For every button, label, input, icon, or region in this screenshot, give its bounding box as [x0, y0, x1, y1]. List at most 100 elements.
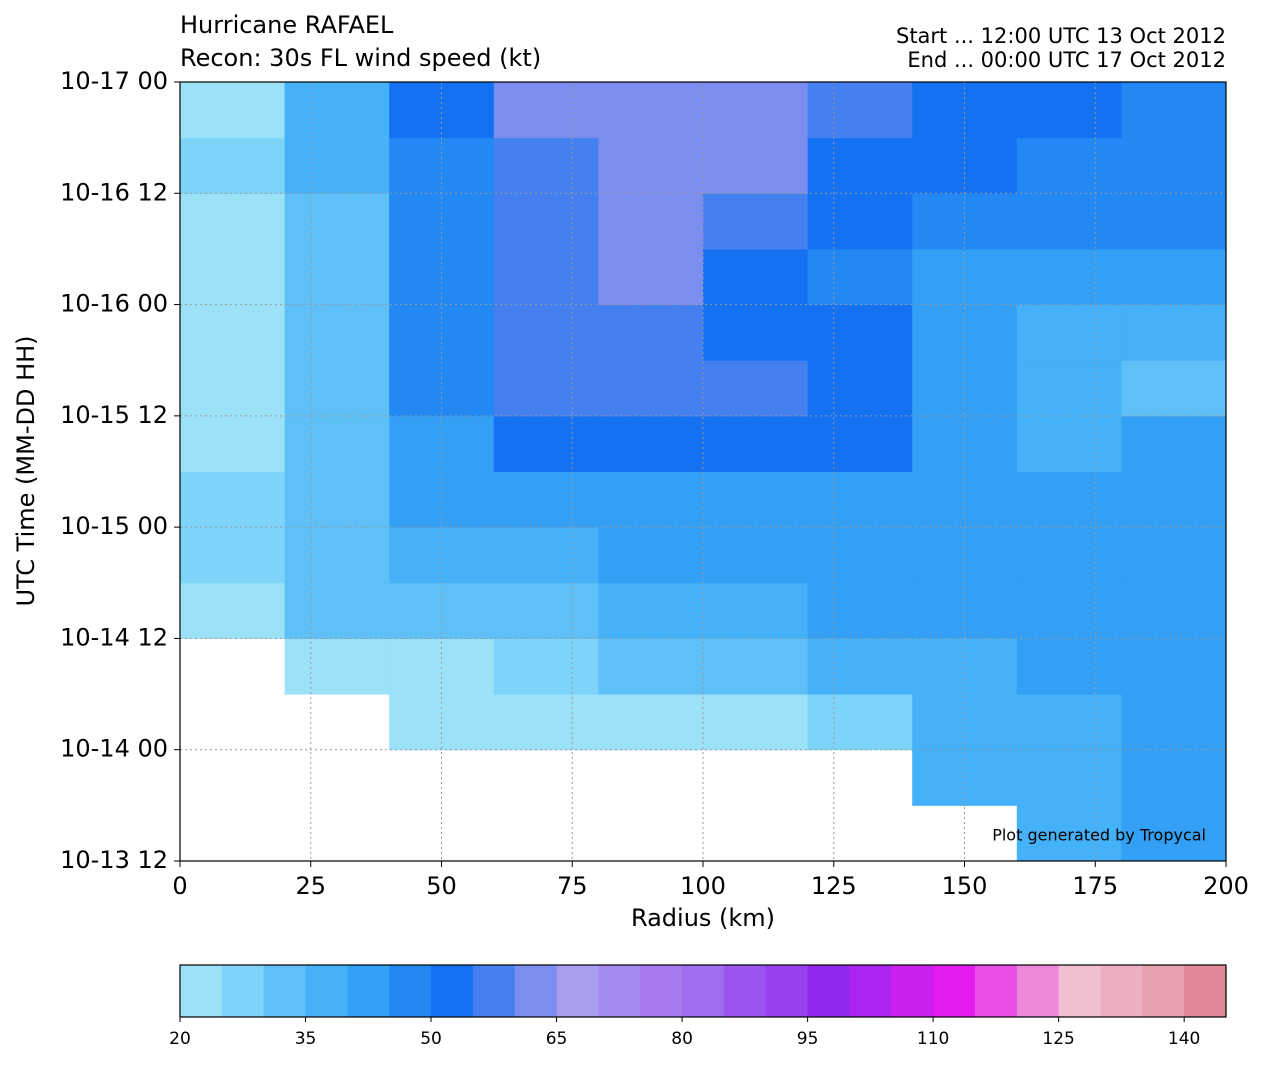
- contour-cell: [598, 304, 704, 361]
- contour-cell: [389, 82, 495, 139]
- contour-cell: [1016, 415, 1122, 472]
- contour-cell: [703, 582, 809, 639]
- contour-cell: [912, 471, 1018, 528]
- x-axis-label: Radius (km): [631, 904, 775, 932]
- contour-cell: [598, 193, 704, 250]
- colorbar-swatch: [807, 965, 850, 1017]
- colorbar-frame: [179, 964, 1227, 1018]
- contour-cell: [1121, 248, 1227, 306]
- contour-cell: [284, 304, 390, 361]
- contour-cell: [284, 415, 390, 472]
- colorbar-swatch: [933, 965, 976, 1017]
- contour-cell: [807, 694, 913, 751]
- contour-cell: [1121, 527, 1227, 584]
- contour-cell: [807, 638, 913, 695]
- colorbar-swatch: [180, 965, 223, 1017]
- contour-cell: [180, 360, 286, 417]
- colorbar-swatch: [1184, 965, 1227, 1017]
- colorbar-swatch: [1142, 965, 1185, 1017]
- x-tick-label: 0: [172, 872, 187, 900]
- colorbar-swatch: [598, 965, 641, 1017]
- contour-cell: [1121, 304, 1227, 361]
- contour-cell: [807, 527, 913, 584]
- contour-cell: [1016, 471, 1122, 528]
- x-tick-label: 175: [1072, 872, 1118, 900]
- contour-cell: [1016, 360, 1122, 417]
- contour-cell: [1121, 471, 1227, 528]
- contour-cell: [493, 82, 599, 139]
- contour-cell: [807, 304, 913, 361]
- contour-cell: [807, 193, 913, 250]
- chart-title: Hurricane RAFAEL: [180, 11, 394, 39]
- colorbar-swatch: [263, 965, 307, 1017]
- colorbar-swatch: [640, 965, 683, 1017]
- contour-cell: [493, 415, 599, 472]
- colorbar-swatch: [221, 965, 265, 1017]
- y-tick-label: 10-16 12: [60, 178, 168, 206]
- contour-cell: [598, 527, 704, 584]
- contour-cell: [703, 360, 809, 417]
- contour-cell: [1121, 805, 1227, 862]
- contour-cell: [180, 248, 286, 306]
- contour-cell: [1121, 749, 1227, 806]
- contour-cell: [703, 304, 809, 361]
- x-tick-label: 50: [426, 872, 457, 900]
- contour-cell: [389, 193, 495, 250]
- contour-cell: [912, 137, 1018, 194]
- contour-cell: [1016, 304, 1122, 361]
- contour-cell: [598, 694, 704, 751]
- contour-cell: [912, 527, 1018, 584]
- colorbar-tick-label: 20: [169, 1029, 191, 1049]
- contour-cell: [598, 415, 704, 472]
- colorbar-tick-label: 110: [917, 1029, 949, 1049]
- chart-subtitle: Recon: 30s FL wind speed (kt): [180, 44, 541, 72]
- contour-cell: [1016, 527, 1122, 584]
- contour-cell: [807, 360, 913, 417]
- contour-cell: [598, 471, 704, 528]
- contour-cell: [1016, 694, 1122, 751]
- contour-cell: [703, 248, 809, 306]
- contour-cell: [598, 137, 704, 194]
- annotation: Plot generated by Tropycal: [992, 826, 1206, 845]
- contour-cell: [807, 137, 913, 194]
- contour-cell: [284, 193, 390, 250]
- colorbar-swatch: [514, 965, 558, 1017]
- contour-cell: [807, 471, 913, 528]
- contour-cell: [493, 527, 599, 584]
- contour-cell: [598, 582, 704, 639]
- colorbar-tick-label: 35: [295, 1029, 317, 1049]
- contour-cell: [493, 137, 599, 194]
- colorbar-tick-label: 65: [546, 1029, 568, 1049]
- contour-cell: [180, 137, 286, 194]
- contour-cell: [598, 638, 704, 695]
- contour-cell: [180, 193, 286, 250]
- colorbar-swatch: [1016, 965, 1060, 1017]
- contour-cell: [1016, 137, 1122, 194]
- x-tick-label: 75: [557, 872, 588, 900]
- contour-cell: [284, 82, 390, 139]
- contour-cell: [284, 527, 390, 584]
- colorbar-swatch: [682, 965, 725, 1017]
- contour-cell: [807, 415, 913, 472]
- contour-cell: [389, 471, 495, 528]
- contour-cell: [1121, 137, 1227, 194]
- contour-cell: [1121, 360, 1227, 417]
- colorbar-tick-label: 125: [1042, 1029, 1074, 1049]
- contour-cell: [180, 582, 286, 639]
- contour-cell: [912, 582, 1018, 639]
- contour-cell: [1121, 193, 1227, 250]
- contour-cell: [1016, 193, 1122, 250]
- y-tick-label: 10-15 12: [60, 401, 168, 429]
- contour-cell: [493, 193, 599, 250]
- contour-cell: [493, 248, 599, 306]
- contour-cell: [1016, 638, 1122, 695]
- colorbar-swatch: [389, 965, 432, 1017]
- y-tick-label: 10-13 12: [60, 846, 168, 874]
- contour-cell: [807, 82, 913, 139]
- y-tick-label: 10-16 00: [60, 290, 168, 318]
- contour-cell: [1121, 694, 1227, 751]
- contour-cell: [598, 248, 704, 306]
- start-time: Start ... 12:00 UTC 13 Oct 2012: [896, 24, 1226, 48]
- contour-cell: [1016, 82, 1122, 139]
- contour-cell: [703, 694, 809, 751]
